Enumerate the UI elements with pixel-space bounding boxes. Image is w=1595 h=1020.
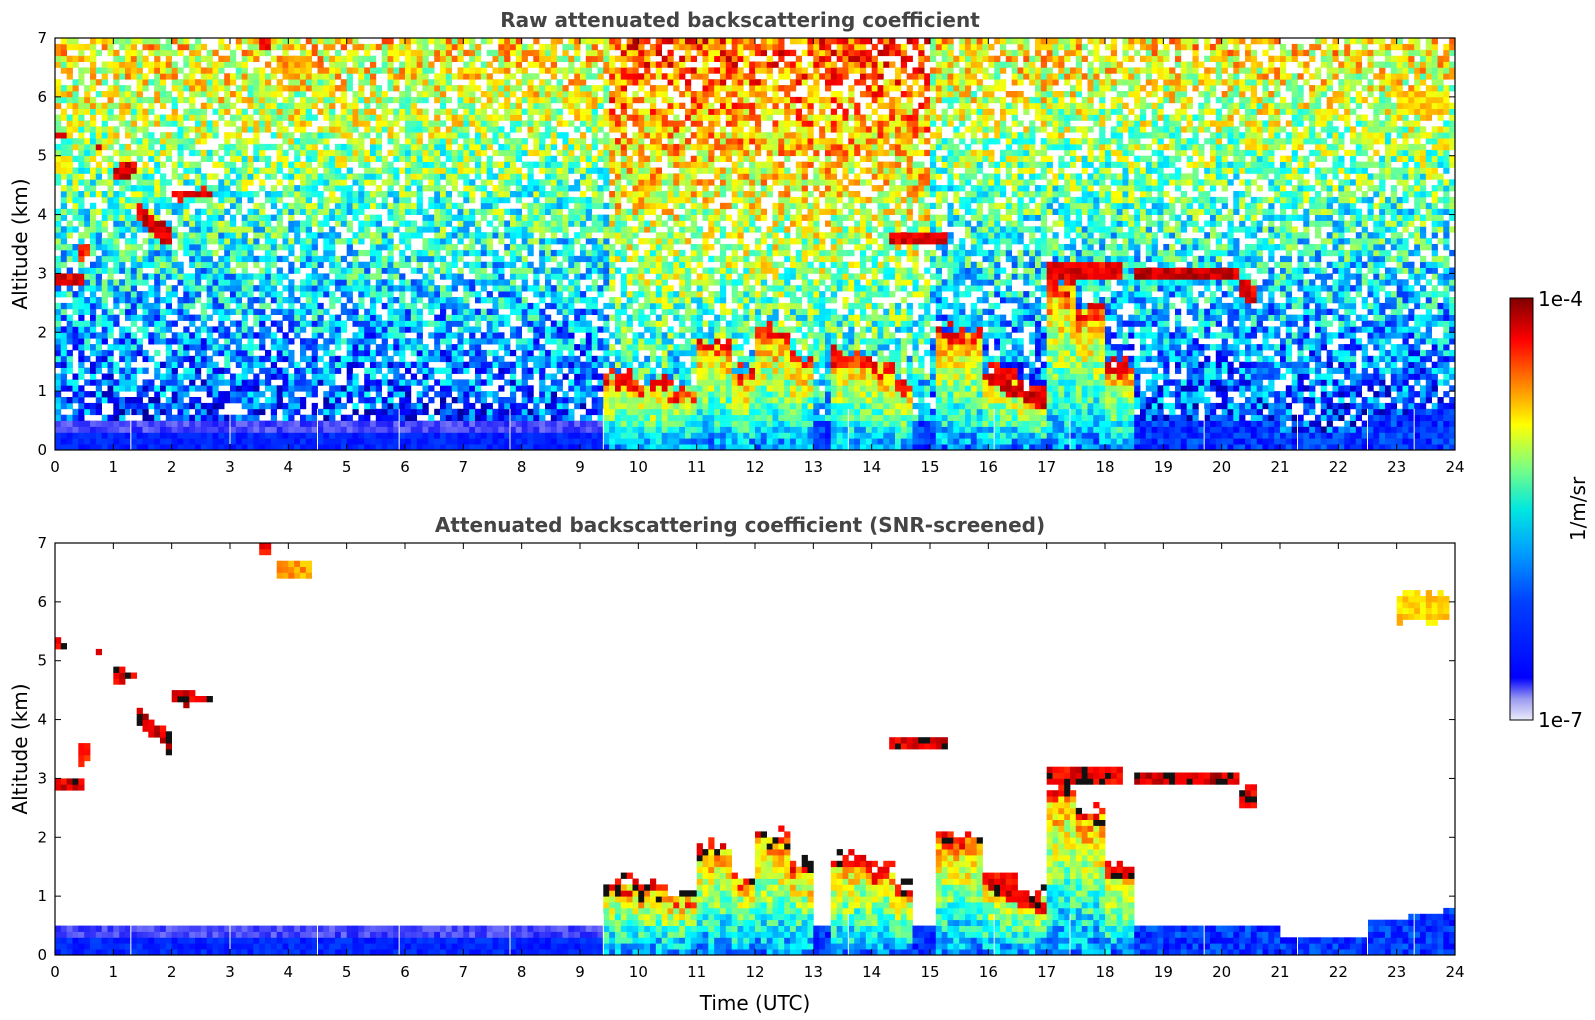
top-y-tick-label: 3 [37,264,47,282]
bottom-x-tick-label: 22 [1329,963,1348,981]
top-x-tick-label: 9 [575,458,585,476]
bottom-x-tick-label: 14 [862,963,881,981]
bottom-x-tick-label: 21 [1270,963,1289,981]
top-x-tick-label: 12 [745,458,764,476]
top-y-axis-label: Altitude (km) [8,178,32,309]
bottom-panel-title: Attenuated backscattering coefficient (S… [435,513,1045,537]
top-x-tick-label: 16 [979,458,998,476]
top-x-tick-label: 18 [1095,458,1114,476]
top-x-tick-label: 17 [1037,458,1056,476]
bottom-y-tick-label: 3 [37,769,47,787]
bottom-x-tick-label: 17 [1037,963,1056,981]
bottom-x-tick-label: 1 [109,963,119,981]
bottom-y-tick-label: 5 [37,652,47,670]
top-x-tick-label: 3 [225,458,235,476]
colorbar-units-label: 1/m/sr [1566,476,1590,541]
top-y-tick-label: 6 [37,88,47,106]
bottom-y-tick-label: 4 [37,711,47,729]
bottom-heatmap [54,542,1456,956]
bottom-x-tick-label: 20 [1212,963,1231,981]
bottom-y-tick-label: 0 [37,946,47,964]
colorbar-max-label: 1e-4 [1538,287,1583,311]
top-x-tick-label: 6 [400,458,410,476]
bottom-x-tick-label: 11 [687,963,706,981]
top-x-tick-label: 10 [629,458,648,476]
bottom-x-tick-label: 15 [920,963,939,981]
top-x-tick-label: 23 [1387,458,1406,476]
bottom-y-tick-label: 6 [37,593,47,611]
top-y-tick-label: 1 [37,382,47,400]
top-x-tick-label: 0 [50,458,60,476]
top-x-tick-label: 4 [284,458,294,476]
top-x-tick-label: 20 [1212,458,1231,476]
bottom-x-tick-label: 13 [804,963,823,981]
bottom-y-tick-label: 2 [37,828,47,846]
top-x-tick-label: 5 [342,458,352,476]
bottom-x-tick-label: 23 [1387,963,1406,981]
bottom-x-tick-label: 18 [1095,963,1114,981]
top-y-tick-label: 4 [37,206,47,224]
top-x-tick-label: 7 [459,458,469,476]
bottom-x-tick-label: 7 [459,963,469,981]
top-x-tick-label: 11 [687,458,706,476]
bottom-x-tick-label: 12 [745,963,764,981]
top-x-tick-label: 14 [862,458,881,476]
bottom-x-axis-label: Time (UTC) [699,991,811,1015]
bottom-x-tick-label: 2 [167,963,177,981]
colorbar-min-label: 1e-7 [1538,708,1583,732]
top-x-tick-label: 2 [167,458,177,476]
top-x-tick-label: 13 [804,458,823,476]
top-x-tick-label: 21 [1270,458,1289,476]
top-y-tick-label: 2 [37,323,47,341]
bottom-y-tick-label: 7 [37,534,47,552]
top-panel-title: Raw attenuated backscattering coefficien… [500,8,980,32]
bottom-x-tick-label: 0 [50,963,60,981]
bottom-x-tick-label: 16 [979,963,998,981]
top-x-tick-label: 15 [920,458,939,476]
top-y-tick-label: 0 [37,441,47,459]
top-x-tick-label: 8 [517,458,527,476]
bottom-x-tick-label: 6 [400,963,410,981]
bottom-x-tick-label: 8 [517,963,527,981]
top-x-tick-label: 1 [109,458,119,476]
colorbar [1509,297,1534,721]
top-y-tick-label: 7 [37,29,47,47]
bottom-y-tick-label: 1 [37,887,47,905]
bottom-x-tick-label: 3 [225,963,235,981]
top-x-tick-label: 22 [1329,458,1348,476]
top-x-tick-label: 19 [1154,458,1173,476]
bottom-x-tick-label: 5 [342,963,352,981]
top-x-tick-label: 24 [1445,458,1464,476]
bottom-x-tick-label: 24 [1445,963,1464,981]
bottom-x-tick-label: 10 [629,963,648,981]
bottom-x-tick-label: 4 [284,963,294,981]
bottom-y-axis-label: Altitude (km) [8,683,32,814]
top-heatmap [54,37,1456,451]
bottom-x-tick-label: 9 [575,963,585,981]
bottom-x-tick-label: 19 [1154,963,1173,981]
top-y-tick-label: 5 [37,147,47,165]
